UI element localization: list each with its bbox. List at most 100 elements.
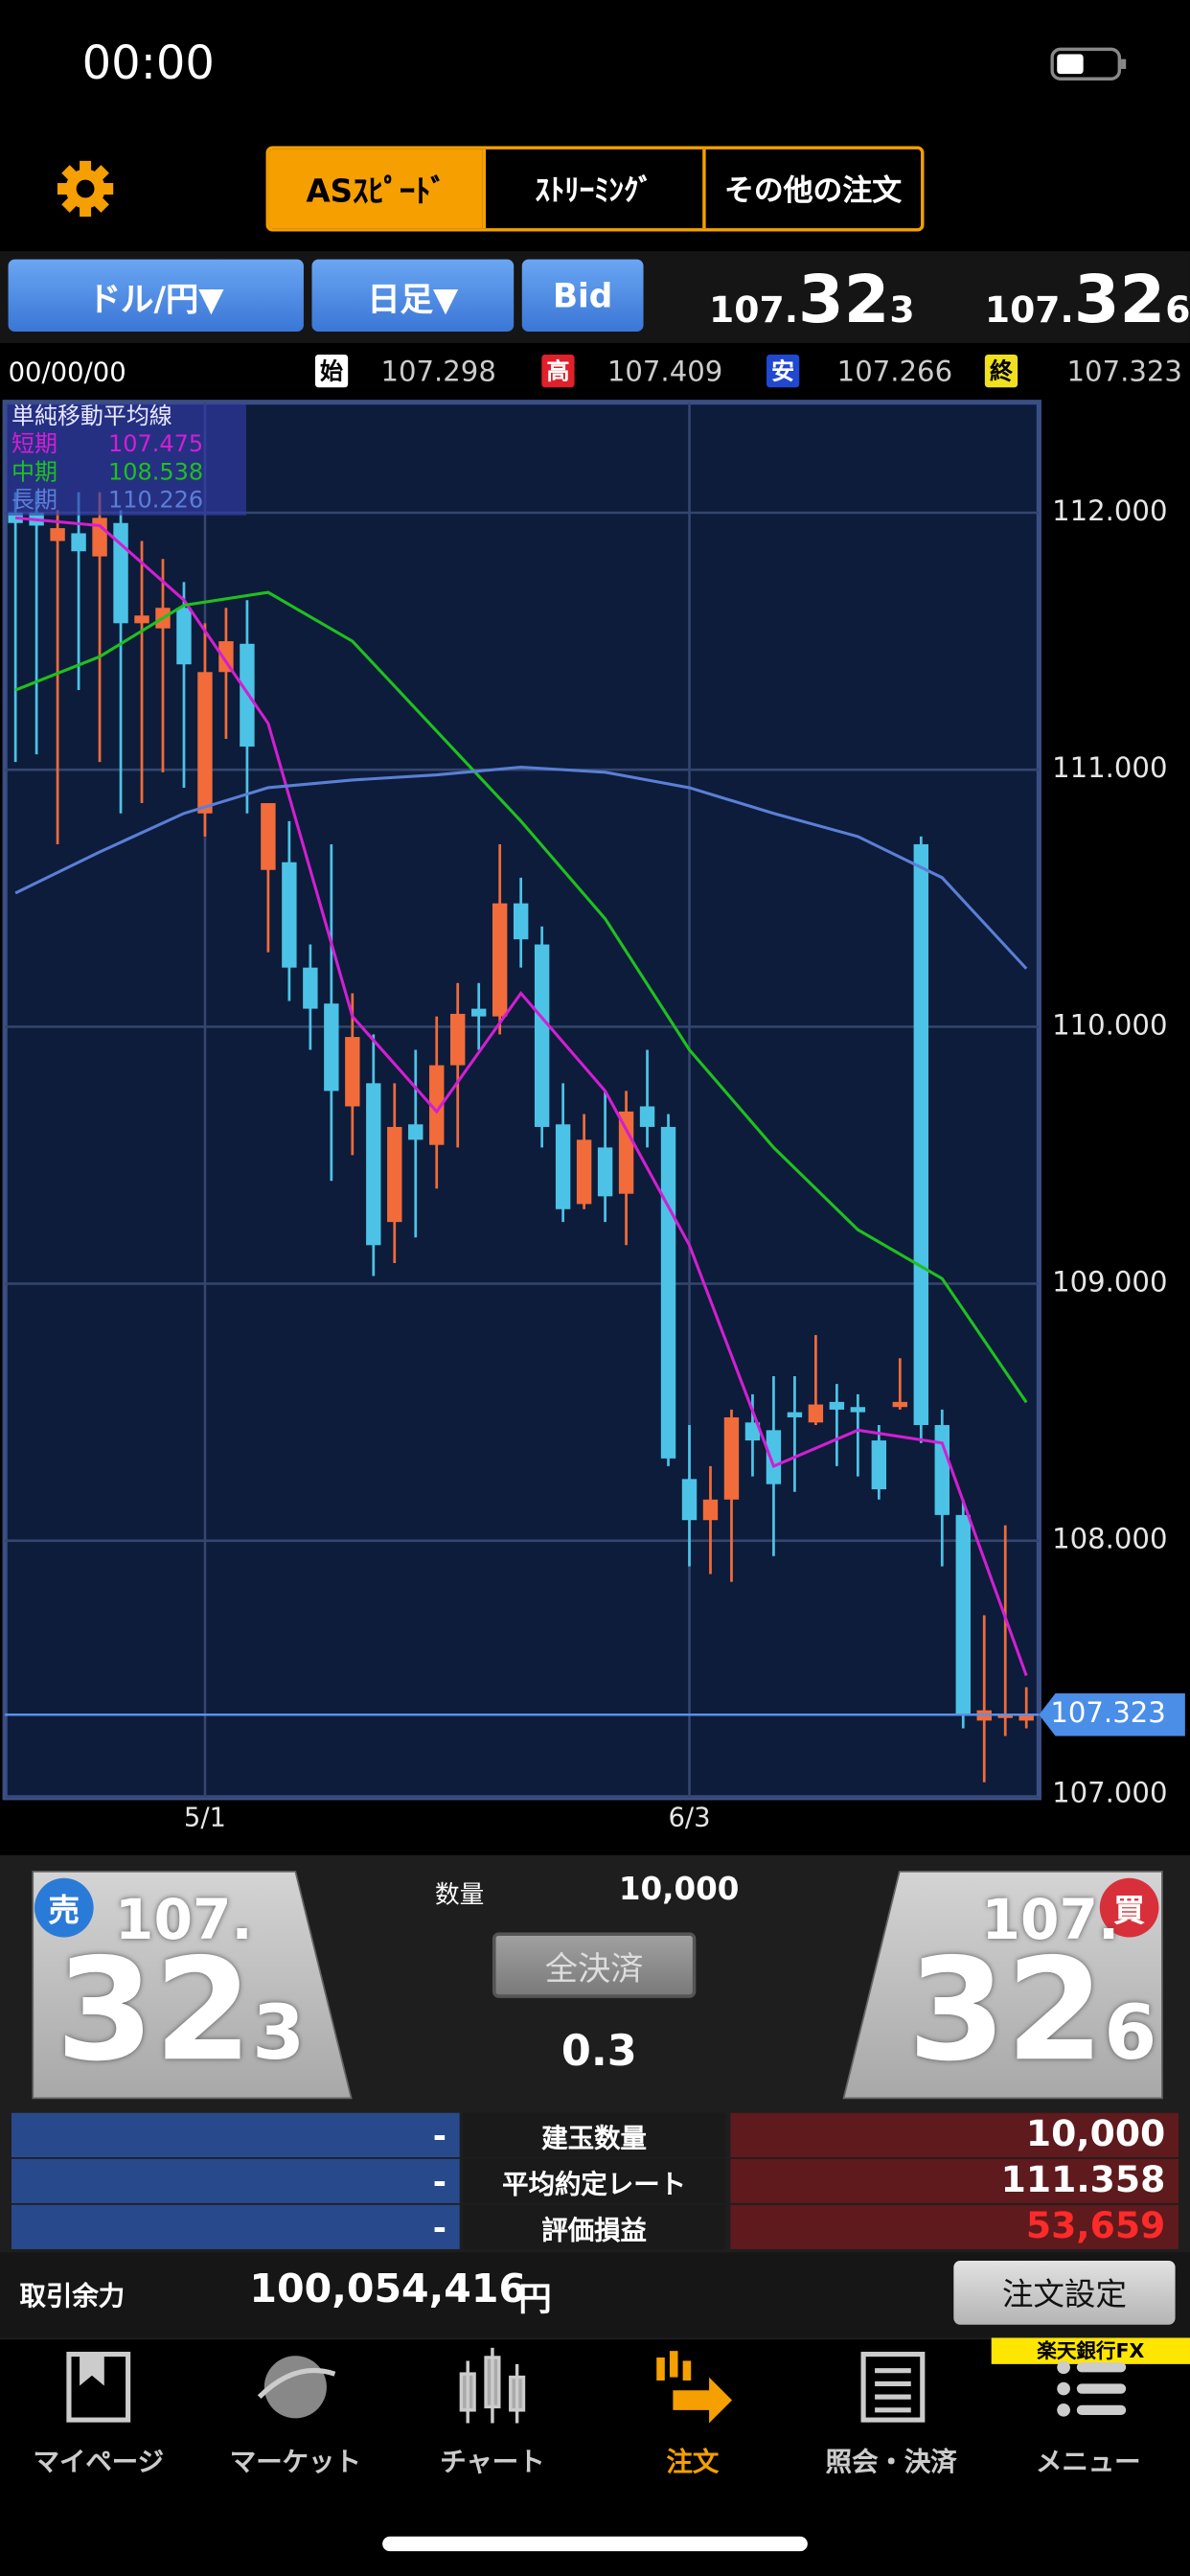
margin-unit: 円 xyxy=(518,2278,552,2318)
y-tick-label: 107.000 xyxy=(1052,1776,1167,1808)
qty-label: 数量 xyxy=(434,1879,485,1910)
close-all-button[interactable]: 全決済 xyxy=(492,1932,697,1998)
price-head: 107. xyxy=(984,290,1074,333)
current-price-tag xyxy=(1039,1692,1185,1736)
candle-body xyxy=(787,1412,803,1417)
candle-body xyxy=(303,967,318,1009)
candle-body xyxy=(829,1401,845,1410)
candle-body xyxy=(723,1416,740,1500)
y-tick-label: 108.000 xyxy=(1052,1523,1167,1555)
spread: 0.3 xyxy=(561,2027,637,2078)
x-tick-label: 5/1 xyxy=(184,1804,226,1833)
price-main: 32 xyxy=(1073,263,1166,338)
price-tail: 3 xyxy=(252,1988,306,2078)
tab-label[interactable]: マイページ xyxy=(33,2446,165,2478)
candle-body xyxy=(681,1479,698,1521)
y-tick-label: 110.000 xyxy=(1052,1008,1167,1041)
buy-badge: 買 xyxy=(1099,1877,1159,1938)
settings-icon[interactable] xyxy=(56,159,115,218)
home-indicator xyxy=(382,2536,808,2552)
segment-tab[interactable]: ASｽﾋﾟｰﾄﾞ xyxy=(268,149,484,229)
sell-price: 32 3 xyxy=(56,1941,305,2082)
moving-average-line xyxy=(14,590,1028,1404)
y-tick-label: 112.000 xyxy=(1052,494,1167,527)
table-cell: - xyxy=(11,2204,460,2249)
table-cell: 53,659 xyxy=(730,2204,1179,2249)
table-cell: 111.358 xyxy=(730,2158,1179,2203)
moving-average-line xyxy=(14,516,1028,1676)
candle-body xyxy=(618,1111,634,1194)
moving-average-line xyxy=(14,765,1028,970)
table-cell: 建玉数量 xyxy=(463,2112,726,2158)
legend-value: 110.226 xyxy=(108,486,203,513)
candle-body xyxy=(197,672,213,814)
candle-body xyxy=(702,1499,719,1521)
price-main: 32 xyxy=(56,1928,253,2094)
candle-body xyxy=(913,843,929,1426)
tab-label[interactable]: メニュー xyxy=(1035,2446,1141,2478)
margin-value: 100,054,416 xyxy=(249,2266,527,2312)
y-tick-label: 111.000 xyxy=(1052,751,1167,784)
price-type-button[interactable]: Bid xyxy=(521,259,644,333)
candle-body xyxy=(134,615,149,624)
tab-icons xyxy=(66,2347,1127,2424)
candle-body xyxy=(218,641,234,673)
candle-body xyxy=(892,1401,908,1408)
ohlc-value: 107.266 xyxy=(836,356,953,390)
candle-body xyxy=(492,903,508,1017)
mode-segment: ASｽﾋﾟｰﾄﾞ ｽﾄﾘｰﾐﾝｸﾞ その他の注文 xyxy=(265,146,925,232)
ohlc-value: 107.298 xyxy=(380,356,496,390)
price-tail: 6 xyxy=(1104,1988,1157,2078)
price-tail: 6 xyxy=(1165,290,1190,333)
candle-body xyxy=(766,1430,782,1484)
battery-icon xyxy=(1050,47,1127,80)
buy-card[interactable] xyxy=(837,1870,1172,2103)
tab-label[interactable]: 注文 xyxy=(666,2446,720,2478)
candle-body xyxy=(366,1083,381,1246)
candle-body xyxy=(261,803,276,870)
candle-body xyxy=(8,513,23,523)
candle-body xyxy=(808,1404,824,1423)
table-cell: - xyxy=(11,2112,460,2158)
candle-body xyxy=(660,1126,676,1459)
tab-label[interactable]: 照会・決済 xyxy=(825,2446,957,2478)
segment-tab[interactable]: その他の注文 xyxy=(701,149,921,229)
tab-label[interactable]: チャート xyxy=(440,2446,545,2478)
bid-price: 107. 32 3 xyxy=(709,263,915,338)
tab-label[interactable]: マーケット xyxy=(229,2446,361,2478)
candle-body xyxy=(555,1124,571,1209)
legend-value: 108.538 xyxy=(108,458,203,485)
candle-body xyxy=(282,862,297,968)
candle-body xyxy=(429,1065,445,1145)
ohlc-badge: 高 xyxy=(541,355,575,388)
candle-body xyxy=(534,944,550,1127)
ohlc-badge: 終 xyxy=(984,355,1018,388)
candle-body xyxy=(71,533,86,552)
candle-body xyxy=(576,1139,592,1205)
candle-body xyxy=(955,1514,971,1716)
period-button[interactable]: 日足▼ xyxy=(311,259,515,333)
table-cell: 評価損益 xyxy=(463,2204,726,2249)
candle-body xyxy=(513,903,529,940)
sell-card[interactable] xyxy=(23,1870,357,2103)
price-main: 32 xyxy=(798,263,890,338)
status-time: 00:00 xyxy=(81,35,215,91)
buy-price-head: 107. xyxy=(981,1888,1120,1954)
price-tail: 3 xyxy=(889,290,915,333)
candlestick-chart: 107.000 108.000 109.000 110.000 111.000 112.0… xyxy=(2,400,1185,1833)
qty-value[interactable]: 10,000 xyxy=(618,1871,740,1908)
candle-body xyxy=(744,1422,761,1441)
legend-value: 107.475 xyxy=(108,430,203,457)
current-price-label: 107.323 xyxy=(1050,1696,1165,1729)
candle-body xyxy=(470,1008,487,1017)
table-cell: 平均約定レート xyxy=(463,2158,726,2203)
chart-date: 00/00/00 xyxy=(8,356,126,388)
candle-body xyxy=(597,1147,613,1197)
sell-price-head: 107. xyxy=(114,1888,253,1954)
pair-button[interactable]: ドル/円▼ xyxy=(8,259,304,333)
order-settings-button[interactable]: 注文設定 xyxy=(953,2260,1176,2325)
buy-price: 32 6 xyxy=(907,1941,1156,2082)
segment-tab[interactable]: ｽﾄﾘｰﾐﾝｸﾞ xyxy=(483,149,701,229)
